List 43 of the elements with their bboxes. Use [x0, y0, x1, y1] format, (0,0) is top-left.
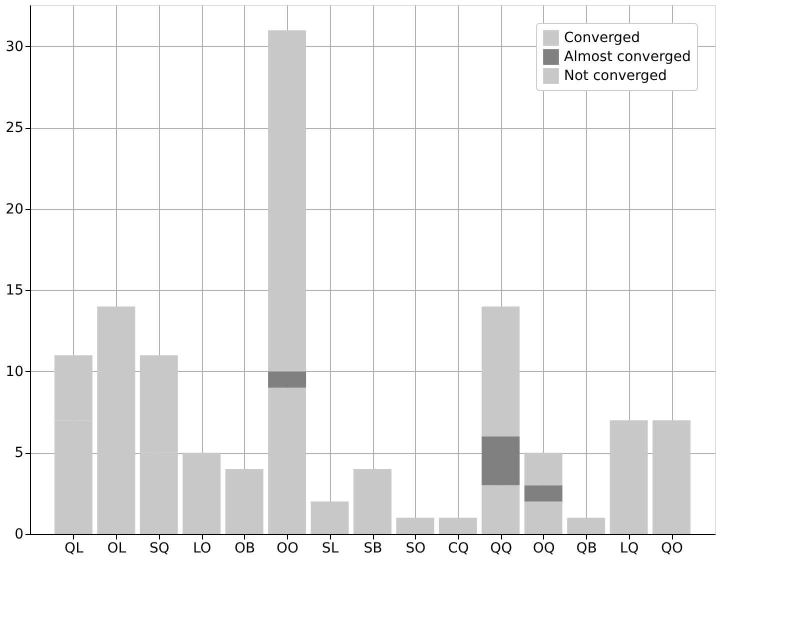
bar	[97, 306, 136, 534]
bar	[482, 436, 520, 486]
legend-label: Not converged	[564, 68, 667, 84]
x-tick-label: QL	[64, 540, 84, 556]
bar	[396, 518, 434, 534]
x-tick-label: QO	[661, 540, 684, 556]
x-tick-label: CQ	[448, 540, 469, 556]
x-tick-label: OL	[107, 540, 126, 556]
y-tick-label: 30	[6, 38, 24, 55]
bar	[268, 30, 306, 372]
bar	[354, 468, 392, 534]
x-tick-label: SO	[406, 540, 426, 556]
y-tick-label: 0	[14, 526, 24, 542]
bar	[567, 518, 606, 534]
bar	[524, 501, 562, 534]
x-tick-label: SL	[322, 540, 339, 556]
bar	[438, 518, 477, 534]
bar	[268, 371, 306, 388]
y-tick-label: 10	[6, 364, 24, 380]
y-tick-label: 5	[14, 445, 24, 462]
bar	[524, 452, 562, 486]
x-tick-label: SB	[364, 540, 382, 556]
x-tick-label: LO	[192, 540, 212, 556]
bar	[482, 306, 520, 436]
bar	[524, 485, 562, 502]
y-tick-label: 25	[6, 120, 24, 136]
y-tick-label: 15	[6, 282, 24, 299]
bar	[482, 485, 520, 534]
bar	[268, 388, 306, 534]
bar	[225, 468, 264, 534]
x-tick-label: OQ	[532, 540, 555, 556]
x-tick-label: OB	[234, 540, 256, 556]
x-tick-label: OO	[276, 540, 299, 556]
bar	[610, 420, 648, 534]
x-tick-label: QB	[576, 540, 597, 556]
bar	[652, 420, 691, 534]
x-tick-label: LQ	[620, 540, 639, 556]
x-tick-label: QQ	[490, 540, 512, 556]
legend-label: Almost converged	[564, 49, 691, 65]
x-tick-label: SQ	[149, 540, 170, 556]
y-tick-label: 20	[6, 201, 24, 218]
legend-label: Converged	[564, 30, 640, 46]
bar	[310, 501, 349, 534]
